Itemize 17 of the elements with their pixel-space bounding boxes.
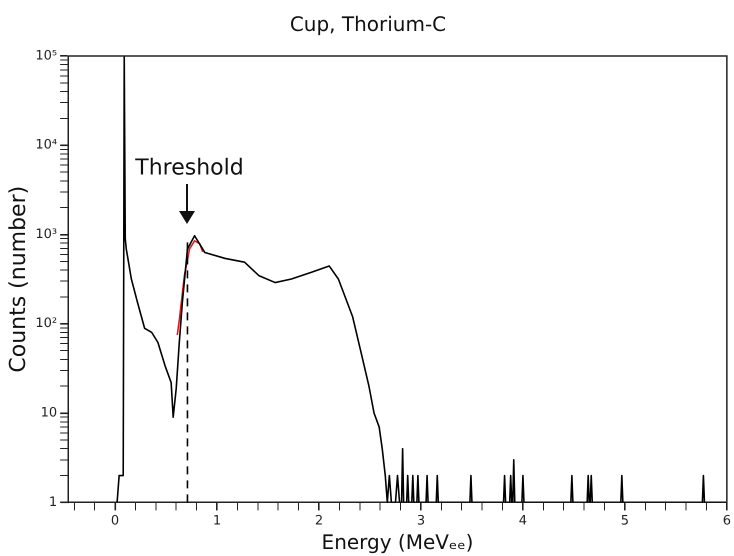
x-axis-title: Energy (MeVₑₑ) xyxy=(322,530,474,554)
y-tick-label: 10⁴ xyxy=(35,138,58,153)
x-tick-label: 3 xyxy=(416,514,426,529)
y-tick-label: 10⁵ xyxy=(35,48,58,64)
y-tick-label: 1 xyxy=(48,494,58,510)
x-tick-label: 0 xyxy=(110,514,120,529)
chart-title: Cup, Thorium-C xyxy=(290,12,446,36)
y-tick-label: 10 xyxy=(40,405,58,420)
x-tick-label: 6 xyxy=(722,514,732,529)
ref-line-label: Threshold xyxy=(134,156,244,181)
y-axis-title: Counts (number) xyxy=(6,186,31,373)
y-tick-label: 10² xyxy=(35,316,58,332)
x-tick-label: 5 xyxy=(620,514,630,529)
x-tick-label: 4 xyxy=(518,514,528,529)
x-tick-label: 2 xyxy=(314,514,324,529)
x-tick-label: 1 xyxy=(212,514,222,529)
y-tick-label: 10³ xyxy=(35,226,58,242)
